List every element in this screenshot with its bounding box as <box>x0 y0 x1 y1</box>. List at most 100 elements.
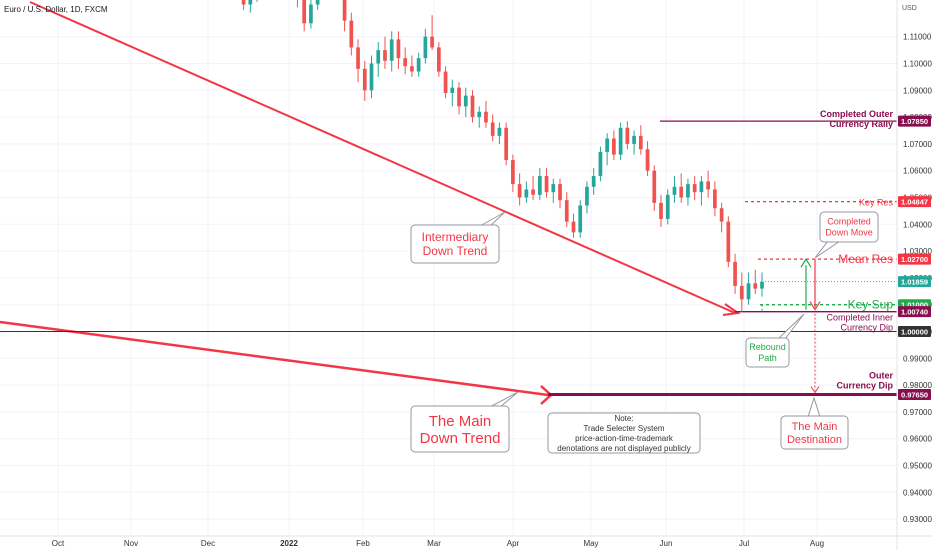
candle-body <box>315 0 320 5</box>
candle-body <box>551 184 556 193</box>
candle-body <box>389 39 394 61</box>
candle-body <box>699 181 704 193</box>
candle-body <box>403 58 408 67</box>
candle-body <box>463 95 468 107</box>
completed-outer-currency-rally-price-tag <box>898 115 931 127</box>
candle-body <box>739 285 744 300</box>
y-tick-label: 0.98000 <box>903 381 932 390</box>
candle-body <box>423 36 428 59</box>
note-callout: Note: Trade Selecter System price-action-t… <box>547 412 701 454</box>
candle-body <box>665 194 670 219</box>
y-tick-label: 0.99000 <box>903 354 932 363</box>
y-tick-label: 0.97000 <box>903 408 932 417</box>
note-callout-text: Note: Trade Selecter System price-action-t… <box>557 414 690 453</box>
level-lines: Completed Outer Currency Rally Key Res Mean… <box>0 109 897 396</box>
callouts: Intermediary Down Trend The Main Down Trend… <box>410 211 879 454</box>
mean-res-label: Mean Res <box>838 252 893 266</box>
rebound-arrowhead <box>800 258 812 268</box>
main-trend-callout: The Main Down Trend <box>410 391 519 453</box>
note-callout-box <box>547 412 701 454</box>
y-tick-label: 0.96000 <box>903 435 932 444</box>
currency-label: USD <box>902 5 917 12</box>
candle-body <box>356 47 360 69</box>
completed-down-move-callout-box <box>819 211 879 243</box>
key-sup-price-text: 1.01000 <box>901 301 928 310</box>
intermediary-trend-line <box>29 1 736 314</box>
candle-body <box>376 50 381 64</box>
y-tick-label: 0.94000 <box>903 488 932 497</box>
x-tick-label: May <box>583 539 598 548</box>
candle-body <box>302 0 307 24</box>
main-destination-callout-pointer <box>807 396 821 418</box>
candle-body <box>436 47 441 72</box>
candle-body <box>679 186 684 198</box>
candle-body <box>571 221 576 233</box>
x-tick-label: Dec <box>201 539 215 548</box>
main-destination-callout-box <box>780 415 849 450</box>
x-tick-label: Apr <box>507 539 520 548</box>
main-trend-callout-box <box>410 405 510 453</box>
candle-body <box>362 68 367 91</box>
candle-body <box>457 87 461 107</box>
candle-body <box>342 0 347 21</box>
rebound-path-callout: Rebound Path <box>745 313 805 368</box>
candle-body <box>524 189 529 198</box>
candle-body <box>531 189 535 195</box>
candle-body <box>578 205 583 233</box>
grid <box>0 0 897 535</box>
x-tick-label: Nov <box>124 539 138 548</box>
x-tick-label: 2022 <box>280 539 298 548</box>
candlesticks <box>241 0 764 312</box>
main-trend-line <box>0 320 549 397</box>
x-tick-label: Oct <box>52 539 65 548</box>
candle-body <box>598 151 603 177</box>
last-price-text: 1.01859 <box>901 278 928 287</box>
path-arrows <box>761 258 821 394</box>
y-tick-label: 0.95000 <box>903 462 932 471</box>
completed-inner-currency-dip-price-tag <box>898 306 931 318</box>
y-tick-label: 1.09000 <box>903 86 932 95</box>
candle-body <box>309 4 313 24</box>
candle-body <box>416 58 421 72</box>
mean-res-price-tag <box>898 253 931 265</box>
outer-currency-dip-label: Outer Currency Dip <box>836 370 893 390</box>
candle-body <box>652 170 657 203</box>
candle-body <box>618 127 623 155</box>
key-res-price-tag <box>898 196 931 208</box>
candle-body <box>511 159 515 185</box>
candle-body <box>612 138 616 155</box>
intermediary-trend-callout-box <box>410 224 500 264</box>
candle-body <box>625 127 630 144</box>
y-tick-label: 1.06000 <box>903 167 932 176</box>
candle-body <box>672 186 677 195</box>
y-tick-label: 1.03000 <box>903 247 932 256</box>
candle-body <box>349 20 354 48</box>
candle-body <box>760 281 764 289</box>
intermediary-trend-arrowhead <box>722 303 741 316</box>
intermediary-trend-callout: Intermediary Down Trend <box>410 211 506 264</box>
candle-body <box>564 200 569 222</box>
candle-body <box>632 135 636 144</box>
candle-body <box>753 283 758 289</box>
candle-body <box>248 0 253 5</box>
candle-body <box>490 122 495 136</box>
symbol-title: Euro / U.S. Dollar, 1D, FXCM <box>4 5 108 14</box>
candle-body <box>591 176 596 187</box>
candle-body <box>477 111 482 118</box>
completed-down-move-callout: Completed Down Move <box>814 211 879 259</box>
outer-currency-dip-price-tag <box>898 388 931 400</box>
candle-body <box>504 127 509 160</box>
candle-body <box>558 184 562 201</box>
candle-body <box>692 184 697 193</box>
trend-lines <box>0 1 741 405</box>
mean-res-price-text: 1.02700 <box>901 255 928 264</box>
destination-arrowhead <box>810 386 820 394</box>
completed-down-move-callout-text: Completed Down Move <box>825 217 873 238</box>
completed-inner-currency-dip-price-text: 1.00740 <box>901 308 928 317</box>
down-move-arrowhead <box>809 301 821 311</box>
completed-outer-currency-rally-price-text: 1.07850 <box>901 117 928 126</box>
completed-inner-currency-dip-label: Completed Inner Currency Dip <box>826 313 893 333</box>
y-tick-label: 1.11000 <box>903 33 932 42</box>
